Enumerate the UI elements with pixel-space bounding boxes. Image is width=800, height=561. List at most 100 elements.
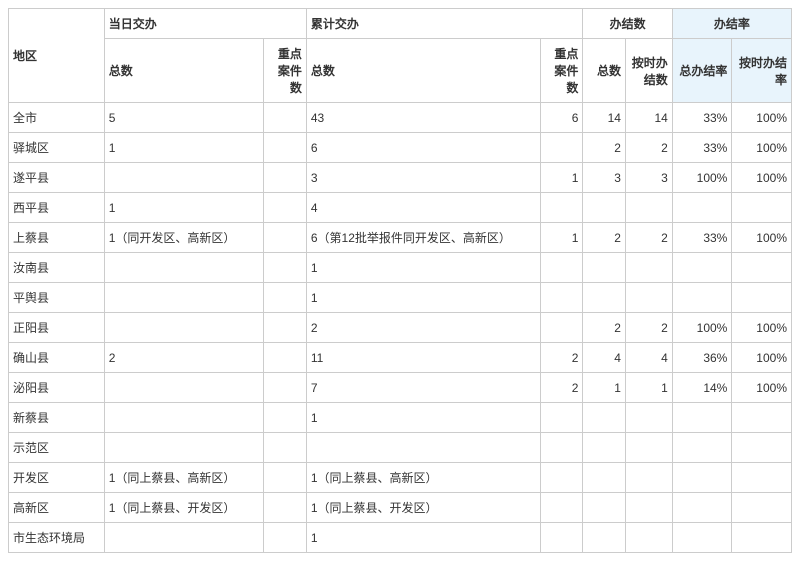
table-row: 遂平县3133100%100% — [9, 163, 792, 193]
cell-rateOnTime: 100% — [732, 313, 792, 343]
cell-region: 平舆县 — [9, 283, 105, 313]
cell-compOnTime — [625, 523, 672, 553]
cell-rateTotal — [672, 253, 732, 283]
cell-cumTotal: 2 — [306, 313, 540, 343]
th-rate-total: 总办结率 — [672, 39, 732, 103]
cell-compTotal: 1 — [583, 373, 626, 403]
cell-rateTotal: 36% — [672, 343, 732, 373]
th-daily-assign: 当日交办 — [104, 9, 306, 39]
th-comp-ontime: 按时办结数 — [625, 39, 672, 103]
cell-cumKey — [540, 523, 583, 553]
th-completed-count: 办结数 — [583, 9, 672, 39]
cell-dailyKey — [264, 493, 307, 523]
th-comp-total: 总数 — [583, 39, 626, 103]
cell-rateOnTime — [732, 193, 792, 223]
th-cumulative-assign: 累计交办 — [306, 9, 583, 39]
cell-compOnTime — [625, 463, 672, 493]
cell-dailyKey — [264, 343, 307, 373]
cell-rateTotal: 33% — [672, 133, 732, 163]
cell-dailyTotal: 1（同上蔡县、高新区） — [104, 463, 264, 493]
cell-rateTotal — [672, 493, 732, 523]
cell-compTotal — [583, 193, 626, 223]
cell-cumTotal: 43 — [306, 103, 540, 133]
table-row: 驿城区162233%100% — [9, 133, 792, 163]
cell-dailyTotal: 2 — [104, 343, 264, 373]
table-row: 示范区 — [9, 433, 792, 463]
cell-dailyKey — [264, 103, 307, 133]
cell-cumKey — [540, 313, 583, 343]
cell-compTotal: 14 — [583, 103, 626, 133]
cell-rateOnTime — [732, 523, 792, 553]
cell-cumTotal: 6 — [306, 133, 540, 163]
cell-compOnTime: 2 — [625, 313, 672, 343]
table-row: 泌阳县721114%100% — [9, 373, 792, 403]
cell-cumTotal: 11 — [306, 343, 540, 373]
cell-rateOnTime — [732, 463, 792, 493]
cell-dailyKey — [264, 163, 307, 193]
cell-compOnTime — [625, 193, 672, 223]
cell-dailyTotal: 1（同开发区、高新区） — [104, 223, 264, 253]
cell-compOnTime: 4 — [625, 343, 672, 373]
th-rate-ontime: 按时办结率 — [732, 39, 792, 103]
cell-compTotal — [583, 433, 626, 463]
cell-compOnTime — [625, 493, 672, 523]
cell-rateOnTime: 100% — [732, 133, 792, 163]
table-row: 西平县14 — [9, 193, 792, 223]
cell-compTotal: 2 — [583, 223, 626, 253]
cell-cumTotal — [306, 433, 540, 463]
cell-cumTotal: 1 — [306, 523, 540, 553]
cell-compOnTime: 1 — [625, 373, 672, 403]
cell-cumKey: 2 — [540, 343, 583, 373]
cell-dailyTotal — [104, 403, 264, 433]
cell-dailyKey — [264, 283, 307, 313]
cell-region: 遂平县 — [9, 163, 105, 193]
cell-cumKey: 6 — [540, 103, 583, 133]
cell-dailyKey — [264, 463, 307, 493]
cell-region: 示范区 — [9, 433, 105, 463]
cell-compTotal — [583, 283, 626, 313]
table-row: 全市5436141433%100% — [9, 103, 792, 133]
cell-dailyTotal — [104, 313, 264, 343]
cell-rateOnTime — [732, 253, 792, 283]
cell-compOnTime: 3 — [625, 163, 672, 193]
cell-cumKey — [540, 193, 583, 223]
cell-compTotal — [583, 493, 626, 523]
cell-region: 确山县 — [9, 343, 105, 373]
cell-compTotal — [583, 403, 626, 433]
cell-cumTotal: 1 — [306, 283, 540, 313]
cell-rateOnTime — [732, 403, 792, 433]
cell-rateTotal — [672, 463, 732, 493]
cell-dailyTotal: 1 — [104, 193, 264, 223]
cell-cumKey — [540, 253, 583, 283]
cell-cumTotal: 1 — [306, 403, 540, 433]
cell-region: 上蔡县 — [9, 223, 105, 253]
cell-dailyKey — [264, 523, 307, 553]
cell-rateOnTime: 100% — [732, 343, 792, 373]
th-daily-key: 重点案件数 — [264, 39, 307, 103]
cell-cumTotal: 4 — [306, 193, 540, 223]
cell-dailyTotal: 5 — [104, 103, 264, 133]
th-completion-rate: 办结率 — [672, 9, 791, 39]
cell-dailyKey — [264, 403, 307, 433]
cell-region: 泌阳县 — [9, 373, 105, 403]
cell-compOnTime — [625, 283, 672, 313]
table-row: 高新区1（同上蔡县、开发区）1（同上蔡县、开发区） — [9, 493, 792, 523]
cell-dailyTotal — [104, 433, 264, 463]
table-row: 开发区1（同上蔡县、高新区）1（同上蔡县、高新区） — [9, 463, 792, 493]
cell-dailyTotal — [104, 283, 264, 313]
cell-cumKey — [540, 463, 583, 493]
cell-rateTotal — [672, 283, 732, 313]
cell-cumKey: 1 — [540, 223, 583, 253]
cell-cumKey — [540, 403, 583, 433]
th-cum-total: 总数 — [306, 39, 540, 103]
cell-dailyTotal — [104, 163, 264, 193]
table-row: 正阳县222100%100% — [9, 313, 792, 343]
cell-compTotal: 3 — [583, 163, 626, 193]
cell-compOnTime: 14 — [625, 103, 672, 133]
cell-region: 驿城区 — [9, 133, 105, 163]
cell-dailyTotal — [104, 253, 264, 283]
cell-rateOnTime — [732, 283, 792, 313]
cell-cumKey — [540, 433, 583, 463]
cell-cumTotal: 7 — [306, 373, 540, 403]
cell-rateTotal: 33% — [672, 103, 732, 133]
